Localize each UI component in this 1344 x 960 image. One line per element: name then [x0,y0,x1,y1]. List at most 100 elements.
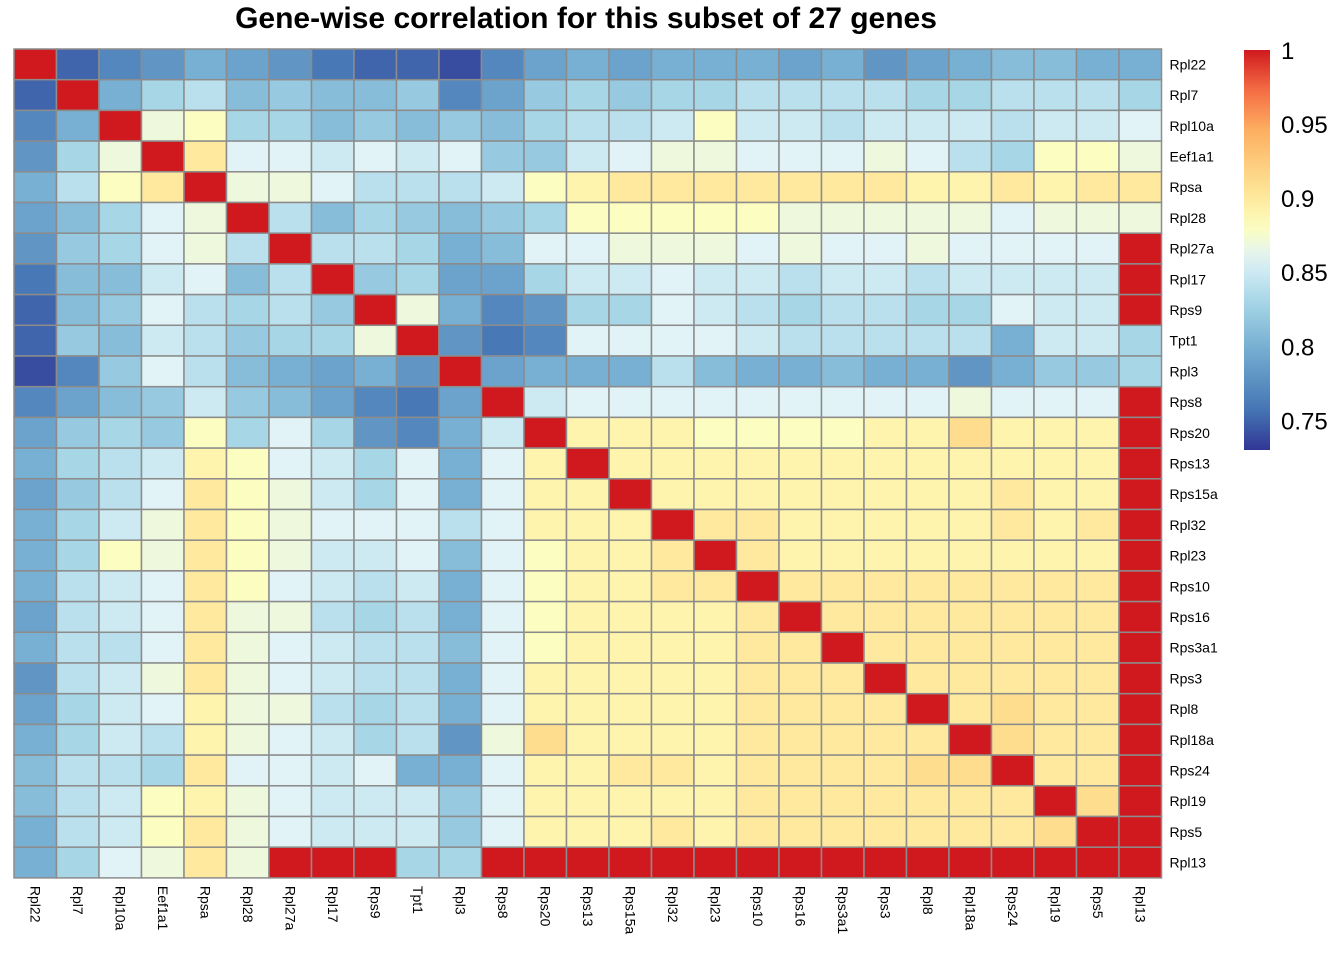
heatmap-cell-Rpl18a-Rpl32 [650,723,695,756]
heatmap-cell-Rpl3-Tpt1 [395,355,440,388]
heatmap-cell-Rps10-Rpl10a [98,570,143,603]
heatmap-cell-Rps9-Rpl3 [438,293,483,327]
heatmap-cell-Rps20-Rps10 [735,416,780,449]
heatmap-cell-Tpt1-Rpl22 [13,324,58,357]
heatmap-cell-Rps5-Rpl7 [55,815,100,848]
col-label-Rpl10a: Rpl10a [112,886,128,931]
heatmap-cell-Rps15a-Rpl23 [693,478,738,511]
heatmap-cell-Rps10-Rps24 [990,570,1035,603]
heatmap-cell-Rps9-Rpl7 [55,293,100,327]
heatmap-cell-Rps16-Rps5 [1075,600,1120,634]
heatmap-cell-Tpt1-Rpl17 [310,324,355,357]
heatmap-cell-Rpl17-Rpl8 [905,263,950,296]
heatmap-cell-Rps8-Rps15a [608,385,653,419]
heatmap-cell-Rps16-Rpl28 [225,600,270,634]
heatmap-cell-Rps5-Rpl3 [438,815,483,848]
heatmap-cell-Rps13-Rps9 [353,447,398,480]
heatmap-cell-Eef1a1-Rpl32 [650,140,695,173]
heatmap-cell-Rpl27a-Rps10 [735,232,780,265]
heatmap-cell-Rpl13-Rpsa [183,846,228,879]
heatmap-cell-Rpl18a-Rps13 [565,723,610,756]
heatmap-cell-Rpl17-Rps16 [778,263,823,296]
heatmap-cell-Rpl32-Rps24 [990,508,1035,541]
heatmap-cell-Rps24-Rps15a [608,754,653,787]
legend-tick-label: 0.85 [1281,260,1328,287]
row-label-Rps24: Rps24 [1170,762,1211,778]
heatmap-cell-Rpl7-Rps3 [863,78,908,112]
heatmap-cell-Rpl19-Rps16 [778,785,823,818]
heatmap-cell-Rpl13-Rps24 [990,846,1035,879]
heatmap-cell-Rpl18a-Rpl19 [1033,723,1078,756]
heatmap-cell-Rpl28-Tpt1 [395,201,440,234]
heatmap-cell-Rpl22-Rps3a1 [820,48,865,81]
col-label-Rpl32: Rpl32 [665,886,681,923]
heatmap-cell-Rpl27a-Rps5 [1075,232,1120,265]
heatmap-cell-Rpl10a-Eef1a1 [140,109,185,142]
heatmap-cell-Rps3-Rpl28 [225,662,270,695]
heatmap-cell-Rpsa-Rps9 [353,171,398,204]
heatmap-cell-Rpl7-Rpl23 [693,78,738,112]
heatmap-cell-Rps5-Rpl13 [1118,815,1163,848]
heatmap-cell-Tpt1-Rps5 [1075,324,1120,357]
heatmap-cell-Rps20-Rps3 [863,416,908,449]
heatmap-cell-Rps9-Rpl28 [225,293,270,327]
heatmap-cell-Rps8-Rpl10a [98,385,143,419]
heatmap-cell-Rps13-Rpl28 [225,447,270,480]
heatmap-cell-Rps3-Rpl3 [438,662,483,695]
heatmap-cell-Rpl28-Rps16 [778,201,823,234]
heatmap-cell-Rps24-Rps5 [1075,754,1120,787]
heatmap-cell-Rpl28-Rps8 [480,201,525,234]
heatmap-cell-Rpl17-Eef1a1 [140,263,185,296]
heatmap-cell-Rps24-Rpl32 [650,754,695,787]
heatmap-cell-Rps9-Rps3 [863,293,908,327]
heatmap-cell-Rpl17-Rpl3 [438,263,483,296]
heatmap-cell-Rpl23-Rps8 [480,539,525,572]
heatmap-cell-Rps13-Rpsa [183,447,228,480]
heatmap-cell-Rps9-Rpl13 [1118,293,1163,327]
heatmap-cell-Rps20-Tpt1 [395,416,440,449]
heatmap-cell-Rpl7-Tpt1 [395,78,440,112]
col-label-Rps16: Rps16 [792,886,808,927]
heatmap-cell-Rps5-Rps5 [1075,815,1120,848]
col-label-Rps8: Rps8 [495,886,511,919]
heatmap-cell-Rps10-Rps9 [353,570,398,603]
heatmap-cell-Rps13-Rps13 [565,447,610,480]
heatmap-cell-Rps9-Rpl23 [693,293,738,327]
heatmap-cell-Rpl27a-Rps16 [778,232,823,265]
heatmap-cell-Rps3a1-Rps20 [523,631,568,664]
heatmap-cell-Rps5-Rpl8 [905,815,950,848]
heatmap-cell-Rpl19-Rpl8 [905,785,950,818]
heatmap-cell-Rps5-Rps8 [480,815,525,848]
heatmap-cell-Rps20-Rpl17 [310,416,355,449]
heatmap-cell-Rpl32-Rpl23 [693,508,738,541]
heatmap-cell-Rpl22-Tpt1 [395,48,440,81]
heatmap-cell-Rps24-Rpl13 [1118,754,1163,787]
heatmap-cell-Eef1a1-Rps5 [1075,140,1120,173]
heatmap-cell-Rps8-Rps3a1 [820,385,865,419]
heatmap-cell-Rpl17-Rpsa [183,263,228,296]
heatmap-cell-Rps16-Rpl17 [310,600,355,634]
heatmap-cell-Rps20-Rps9 [353,416,398,449]
heatmap-cell-Rps16-Rpl27a [268,600,313,634]
heatmap-cell-Rps20-Rpl19 [1033,416,1078,449]
heatmap-cell-Eef1a1-Rpl18a [948,140,993,173]
heatmap-cell-Rps9-Rps13 [565,293,610,327]
heatmap-cell-Rps3-Tpt1 [395,662,440,695]
heatmap-cell-Rpl8-Rps20 [523,692,568,726]
heatmap-cell-Rps3a1-Rpl27a [268,631,313,664]
heatmap-cell-Rpl22-Rpl13 [1118,48,1163,81]
heatmap-cell-Rps8-Rps24 [990,385,1035,419]
row-label-Tpt1: Tpt1 [1170,333,1198,349]
heatmap-cell-Rpl28-Rps20 [523,201,568,234]
heatmap-cell-Rpl28-Rps3 [863,201,908,234]
heatmap-cell-Rps13-Rpl23 [693,447,738,480]
heatmap-cell-Rpl32-Rps15a [608,508,653,541]
heatmap-cell-Rpl7-Eef1a1 [140,78,185,112]
heatmap-cell-Rps16-Rpl7 [55,600,100,634]
heatmap-cell-Rps10-Rpl13 [1118,570,1163,603]
row-label-Rps5: Rps5 [1170,824,1203,840]
row-label-Rpl13: Rpl13 [1170,855,1207,871]
heatmap-cell-Tpt1-Rpl7 [55,324,100,357]
heatmap-cell-Rpl28-Rpl23 [693,201,738,234]
heatmap-cell-Rps15a-Rps16 [778,478,823,511]
